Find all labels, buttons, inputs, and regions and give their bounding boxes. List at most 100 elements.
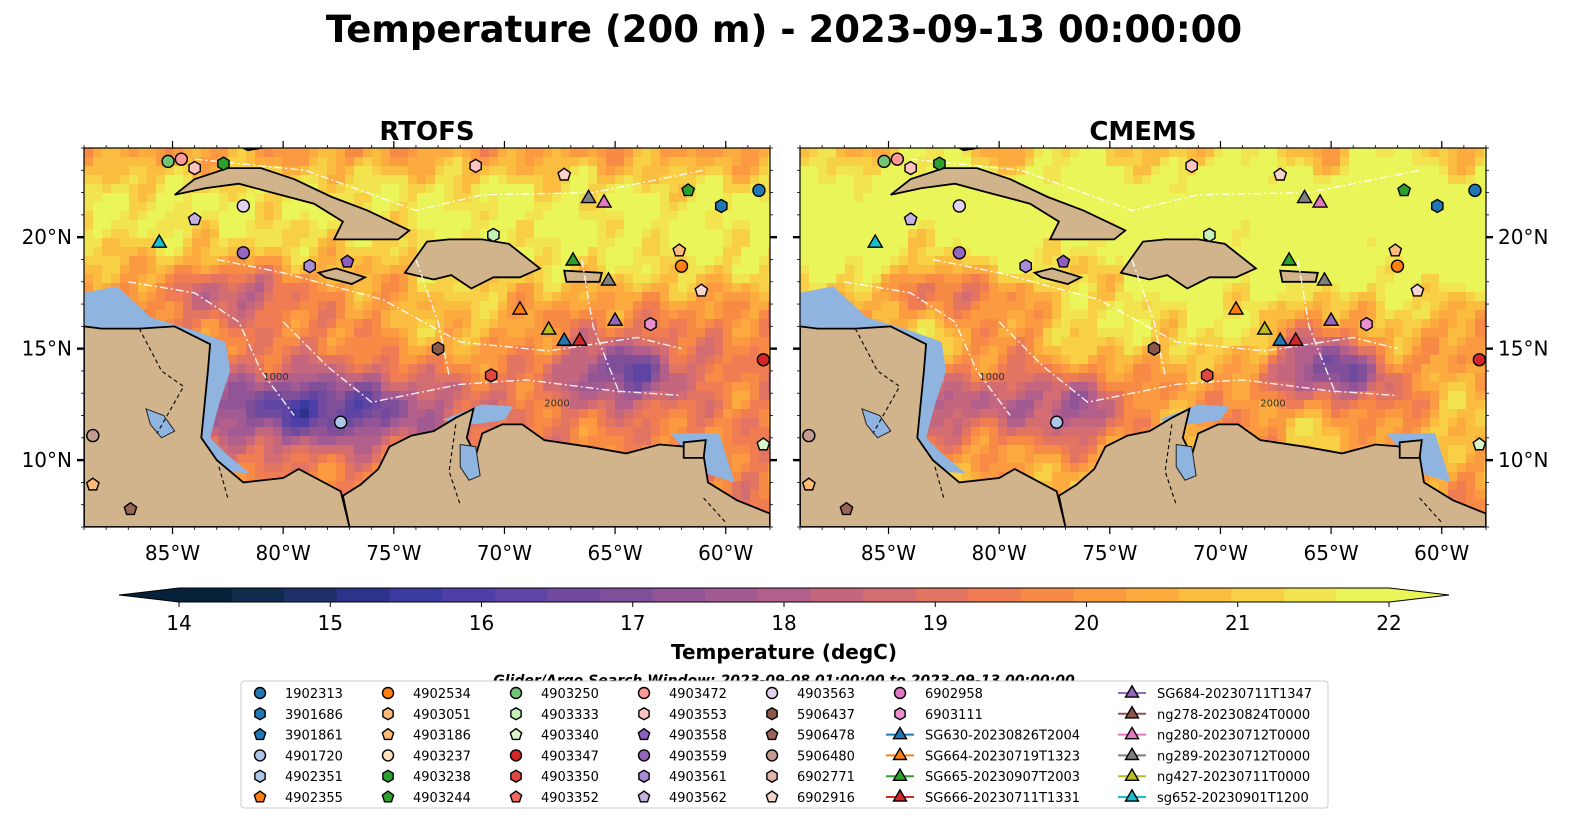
- lat-tick-label: 10°N: [22, 448, 72, 472]
- platform-marker: [161, 154, 175, 169]
- legend-label: SG666-20230711T1331: [925, 791, 1080, 806]
- platform-marker: [952, 246, 967, 260]
- legend-marker: [253, 686, 267, 700]
- eez-boundary: [216, 258, 682, 352]
- platform-marker: [236, 246, 251, 260]
- colorbar-segment: [336, 588, 390, 602]
- platform-marker: [694, 283, 709, 297]
- lat-tick-label: 20°N: [1498, 225, 1548, 249]
- legend-marker: [1124, 788, 1140, 802]
- platform-marker: [1360, 316, 1373, 332]
- legend-marker: [509, 749, 523, 762]
- legend-label: 4903350: [541, 770, 599, 785]
- legend-marker: [892, 746, 908, 761]
- eez-boundary: [1131, 259, 1166, 376]
- platform-marker: [674, 259, 689, 273]
- platform-marker: [540, 320, 557, 335]
- legend: 1902313 3901686 3901861 4901720 4902351 49023…: [240, 680, 1329, 809]
- eez-boundary: [128, 281, 295, 416]
- colorbar-segment: [231, 588, 285, 602]
- legend-label: 5906437: [797, 708, 855, 723]
- platform-markers: [85, 152, 785, 516]
- platform-marker: [681, 183, 696, 197]
- platform-marker: [174, 152, 189, 166]
- colorbar-under: [119, 588, 179, 602]
- colorbar-segment: [915, 588, 969, 602]
- legend-label: 4903340: [541, 729, 599, 744]
- lon-tick-label: 70°W: [477, 541, 532, 565]
- colorbar-segment: [1231, 588, 1285, 602]
- colorbar-segment: [1336, 588, 1390, 602]
- eez-boundary: [932, 258, 1398, 352]
- legend-marker: [381, 686, 395, 700]
- legend-label: 5906480: [797, 749, 855, 764]
- legend-marker: [509, 790, 523, 803]
- lon-tick-label: 85°W: [145, 541, 200, 565]
- land-cuba: [174, 167, 411, 241]
- legend-marker: [638, 707, 650, 721]
- platform-marker: [606, 311, 624, 326]
- legend-label: 5906478: [797, 729, 855, 744]
- country-border: [1419, 497, 1443, 523]
- platform-marker: [123, 501, 138, 516]
- platform-marker: [1410, 283, 1425, 297]
- legend-marker: [1124, 726, 1140, 740]
- platform-marker: [1280, 251, 1298, 266]
- land-cuba: [890, 167, 1127, 241]
- legend-marker: [637, 686, 651, 700]
- legend-label: 4903250: [541, 687, 599, 702]
- legend-marker: [637, 749, 651, 762]
- depth-contour-label: 1000: [979, 372, 1004, 383]
- platform-marker: [1203, 227, 1216, 243]
- platform-marker: [600, 271, 617, 286]
- legend-label: 4903561: [669, 770, 727, 785]
- colorbar-tick-label: 19: [923, 611, 948, 635]
- legend-label: 6903111: [925, 708, 983, 723]
- platform-marker: [487, 227, 500, 243]
- platform-marker: [511, 300, 529, 315]
- legend-label: SG630-20230826T2004: [925, 729, 1080, 744]
- eez-boundary: [1297, 259, 1337, 394]
- legend-label: 4902351: [285, 770, 343, 785]
- platform-marker: [1287, 331, 1304, 346]
- platform-marker: [866, 233, 884, 248]
- lon-tick-label: 80°W: [256, 541, 311, 565]
- colorbar-tick-label: 21: [1225, 611, 1250, 635]
- lon-tick-label: 75°W: [366, 541, 421, 565]
- legend-label: SG665-20230907T2003: [925, 770, 1080, 785]
- platform-marker: [1147, 341, 1161, 356]
- legend-label: 4903237: [413, 749, 471, 764]
- platform-marker: [952, 199, 967, 213]
- legend-label: 4903333: [541, 708, 599, 723]
- lat-tick-label: 15°N: [1498, 337, 1548, 361]
- platform-marker: [187, 211, 202, 226]
- colorbar-segment: [179, 588, 233, 602]
- land-southamerica: [1057, 407, 1486, 527]
- platform-marker: [1200, 368, 1214, 383]
- platform-marker: [672, 243, 687, 257]
- legend-label: 3901861: [285, 729, 343, 744]
- legend-marker: [765, 790, 779, 803]
- colorbar-segment: [389, 588, 443, 602]
- land-trinidad: [1398, 439, 1423, 459]
- legend-marker: [765, 749, 779, 762]
- platform-marker: [877, 154, 891, 169]
- temperature-field: [800, 148, 1486, 527]
- platform-marker: [802, 428, 816, 443]
- colorbar: 14 15 16 17 18 19 20 21 22: [118, 587, 1450, 635]
- legend-marker: [892, 726, 908, 740]
- platform-marker: [1296, 188, 1313, 204]
- platform-marker: [773, 376, 785, 388]
- legend-label: 4902534: [413, 687, 471, 702]
- legend-marker: [381, 790, 395, 803]
- colorbar-segment: [1125, 588, 1180, 602]
- colorbar-segment: [599, 588, 653, 602]
- colorbar-segment: [757, 588, 811, 602]
- colorbar-segment: [547, 588, 601, 602]
- lon-tick-label: 80°W: [972, 541, 1027, 565]
- legend-marker: [765, 727, 779, 741]
- platform-marker: [752, 183, 766, 198]
- legend-marker: [509, 727, 523, 741]
- depth-contour-label: 2000: [544, 399, 569, 410]
- platform-marker: [188, 160, 201, 176]
